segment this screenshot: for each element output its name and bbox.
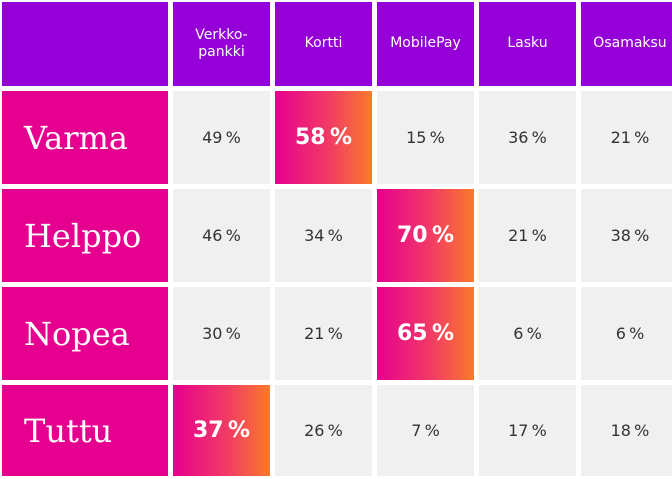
row-label: Helppo xyxy=(2,189,168,282)
table-corner xyxy=(2,2,168,86)
value-cell: 21 % xyxy=(479,189,576,282)
highlighted-value-cell: 37 % xyxy=(173,385,270,476)
column-header: Lasku xyxy=(479,2,576,86)
highlighted-value-cell: 58 % xyxy=(275,91,372,184)
value-cell: 30 % xyxy=(173,287,270,380)
column-header: Kortti xyxy=(275,2,372,86)
value-cell: 36 % xyxy=(479,91,576,184)
value-cell: 7 % xyxy=(377,385,474,476)
row-label: Tuttu xyxy=(2,385,168,476)
value-cell: 6 % xyxy=(479,287,576,380)
value-cell: 38 % xyxy=(581,189,672,282)
column-header: MobilePay xyxy=(377,2,474,86)
value-cell: 46 % xyxy=(173,189,270,282)
column-header: Osamaksu xyxy=(581,2,672,86)
value-cell: 21 % xyxy=(581,91,672,184)
row-label: Varma xyxy=(2,91,168,184)
value-cell: 21 % xyxy=(275,287,372,380)
row-label: Nopea xyxy=(2,287,168,380)
value-cell: 6 % xyxy=(581,287,672,380)
value-cell: 17 % xyxy=(479,385,576,476)
column-header: Verkko- pankki xyxy=(173,2,270,86)
value-cell: 49 % xyxy=(173,91,270,184)
value-cell: 18 % xyxy=(581,385,672,476)
value-cell: 26 % xyxy=(275,385,372,476)
value-cell: 34 % xyxy=(275,189,372,282)
value-cell: 15 % xyxy=(377,91,474,184)
highlighted-value-cell: 65 % xyxy=(377,287,474,380)
highlighted-value-cell: 70 % xyxy=(377,189,474,282)
